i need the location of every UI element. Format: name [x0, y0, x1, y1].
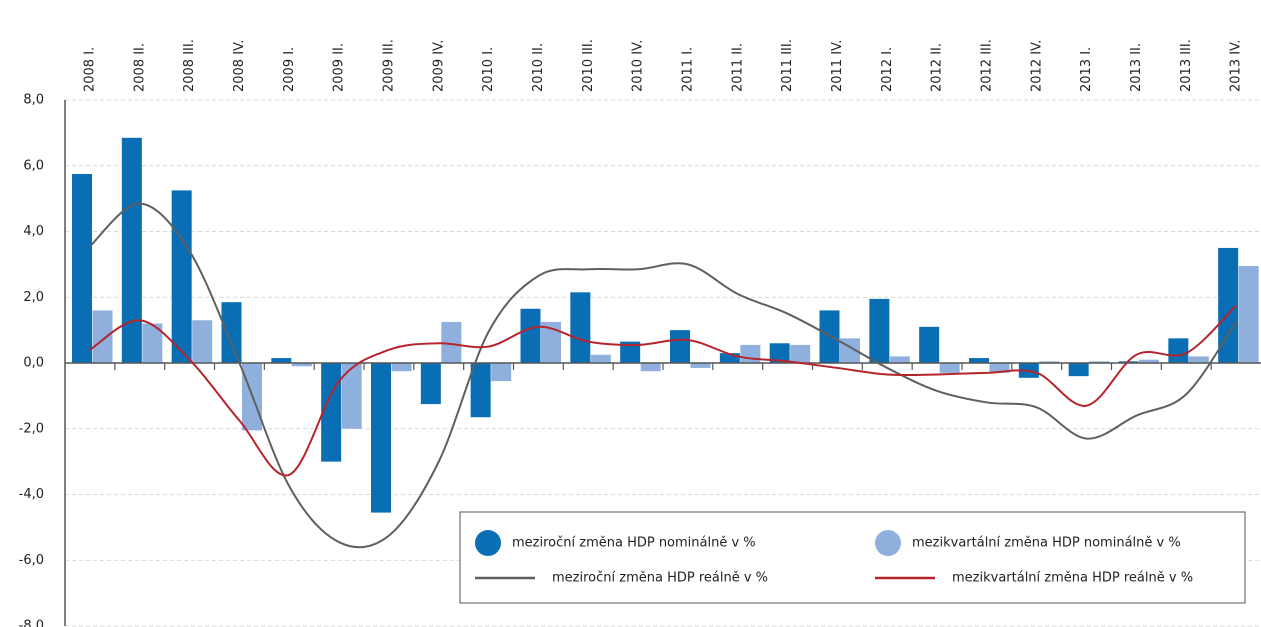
bar: [72, 173, 92, 363]
bar: [869, 298, 890, 363]
bar: [142, 323, 163, 363]
legend-swatch: [475, 530, 501, 556]
bar: [221, 302, 242, 363]
bar: [1039, 361, 1060, 363]
bar: [192, 320, 213, 363]
x-tick-label: 2008 III.: [182, 39, 197, 92]
bar: [371, 363, 391, 513]
y-tick-label: 8,0: [23, 93, 44, 108]
bar: [1238, 266, 1259, 363]
x-tick-label: 2008 I.: [82, 47, 97, 92]
x-tick-label: 2011 III.: [780, 39, 795, 92]
x-tick-label: 2012 I.: [880, 47, 895, 92]
bar: [271, 358, 292, 363]
y-tick-label: -4,0: [19, 487, 44, 502]
legend-label: mezikvartální změna HDP nominálně v %: [912, 536, 1181, 551]
x-tick-label: 2009 IV.: [431, 40, 446, 92]
y-tick-label: -6,0: [19, 553, 44, 568]
x-tick-label: 2013 I.: [1079, 47, 1094, 92]
bar: [321, 363, 342, 462]
bar: [919, 326, 940, 363]
x-tick-label: 2008 II.: [132, 43, 147, 92]
legend: meziroční změna HDP nominálně v % mezikva…: [459, 511, 1246, 604]
bar: [1168, 338, 1189, 363]
bar: [989, 363, 1010, 373]
x-tick-label: 2011 II.: [730, 43, 745, 92]
y-tick-label: -8,0: [19, 619, 44, 627]
bar: [420, 363, 441, 405]
bar: [1139, 359, 1159, 363]
bar: [1188, 356, 1209, 363]
line: [89, 304, 1237, 477]
bar: [670, 330, 690, 363]
legend-label: meziroční změna HDP nominálně v %: [512, 536, 756, 551]
bar: [171, 190, 192, 363]
bar: [620, 341, 641, 363]
bar: [889, 356, 910, 363]
bar: [969, 358, 989, 363]
legend-label: meziroční změna HDP reálně v %: [552, 571, 768, 586]
x-tick-label: 2010 I.: [481, 47, 496, 92]
x-tick-label: 2008 IV.: [232, 40, 247, 92]
bar: [491, 363, 512, 382]
x-tick-label: 2013 II.: [1129, 43, 1144, 92]
bar: [92, 310, 113, 363]
bar: [570, 292, 591, 363]
x-tick-label: 2010 III.: [581, 39, 596, 92]
bar: [590, 354, 611, 363]
x-tick-label: 2011 I.: [680, 47, 695, 92]
line: [89, 202, 1237, 549]
bar: [541, 321, 561, 363]
legend-swatch: [875, 530, 901, 556]
x-tick-label: 2010 IV.: [631, 40, 646, 92]
legend-label: mezikvartální změna HDP reálně v %: [952, 571, 1193, 586]
x-tick-label: 2013 III.: [1179, 39, 1194, 92]
x-tick-label: 2010 II.: [531, 43, 546, 92]
y-tick-label: -2,0: [19, 421, 44, 436]
x-tick-label: 2009 II.: [332, 43, 347, 92]
bar: [470, 363, 491, 418]
y-tick-label: 0,0: [23, 356, 44, 371]
bar: [441, 321, 462, 363]
x-tick-label: 2009 III.: [381, 39, 396, 92]
x-tick-label: 2012 III.: [979, 39, 994, 92]
x-tick-label: 2012 II.: [930, 43, 945, 92]
bar: [121, 137, 142, 363]
bar: [391, 363, 412, 372]
y-tick-label: 6,0: [23, 158, 44, 173]
bar: [341, 363, 362, 429]
bar: [790, 344, 811, 363]
bar: [520, 308, 541, 363]
x-tick-label: 2013 IV.: [1229, 40, 1244, 92]
bar: [690, 363, 711, 368]
bar: [1218, 247, 1239, 363]
bar: [769, 343, 790, 363]
bar: [939, 363, 960, 373]
bar: [1089, 361, 1110, 363]
bar: [719, 353, 740, 363]
bar: [740, 344, 761, 363]
x-tick-label: 2012 IV.: [1029, 40, 1044, 92]
bar: [1068, 363, 1089, 377]
y-tick-label: 4,0: [23, 224, 44, 239]
x-tick-label: 2009 I.: [282, 47, 297, 92]
bar: [640, 363, 661, 372]
bar: [291, 363, 312, 367]
y-tick-label: 2,0: [23, 290, 44, 305]
x-tick-label: 2011 IV.: [830, 40, 845, 92]
legend-box: [459, 511, 1246, 604]
